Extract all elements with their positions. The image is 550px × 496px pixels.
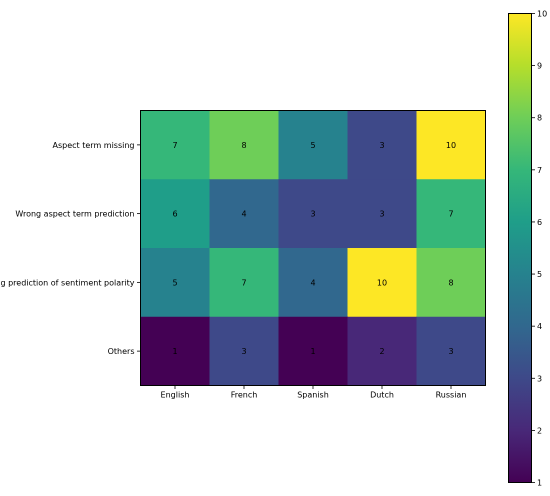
colorbar-tick-label: 3 [537,374,542,383]
cell-value-label: 10 [446,141,456,150]
cell-value-label: 8 [241,141,246,150]
colorbar-tick-label: 10 [537,10,547,19]
cell-value-label: 7 [241,278,246,287]
heatmap-cells: 7 8 5 3 10 6 4 3 3 7 5 7 4 10 8 1 3 1 2 3 [140,110,486,386]
heatmap-cell [209,179,279,249]
x-tick-label: French [231,391,258,400]
heatmap-cell [140,179,210,249]
heatmap-cell [416,316,486,386]
cell-value-label: 4 [310,278,315,287]
colorbar-tick-label: 7 [537,166,542,175]
heatmap-cell [278,179,348,249]
heatmap-cell [209,316,279,386]
heatmap-cell [416,110,486,180]
colorbar-tick-label: 9 [537,62,542,71]
heatmap-cell [278,110,348,180]
colorbar-tick-label: 2 [537,426,542,435]
cell-value-label: 1 [310,347,315,356]
cell-value-label: 5 [310,141,315,150]
x-axis-ticks: English French Spanish Dutch Russian [161,385,467,400]
cell-value-label: 10 [377,278,387,287]
cell-value-label: 3 [241,347,246,356]
cell-value-label: 7 [448,210,453,219]
colorbar-tick-label: 1 [537,479,542,488]
colorbar-tick-label: 5 [537,270,542,279]
y-tick-label: Others [108,347,135,356]
heatmap-cell [140,248,210,318]
cell-value-label: 3 [310,210,315,219]
heatmap-cell [347,316,417,386]
cell-value-label: 8 [448,278,453,287]
heatmap-cell [347,248,417,318]
heatmap-cell [278,316,348,386]
cell-value-label: 3 [379,141,384,150]
cell-value-label: 2 [379,347,384,356]
x-tick-label: Spanish [297,391,329,400]
heatmap-cell [140,110,210,180]
heatmap-cell [347,110,417,180]
y-tick-label: Wrong prediction of sentiment polarity [0,278,135,287]
colorbar [508,13,532,483]
x-tick-label: Dutch [370,391,394,400]
cell-value-label: 7 [172,141,177,150]
cell-value-label: 1 [172,347,177,356]
colorbar-tick-label: 8 [537,114,542,123]
heatmap-cell [209,110,279,180]
cell-value-label: 6 [172,210,177,219]
colorbar-tick-label: 4 [537,322,542,331]
cell-value-label: 5 [172,278,177,287]
x-tick-label: English [161,391,190,400]
cell-value-label: 4 [241,210,246,219]
heatmap-cell [416,248,486,318]
colorbar-ticks: 1 2 3 4 5 6 7 8 9 10 [531,10,547,488]
cell-value-label: 3 [448,347,453,356]
heatmap-cell [209,248,279,318]
colorbar-tick-label: 6 [537,218,542,227]
heatmap-cell [347,179,417,249]
heatmap-cell [416,179,486,249]
cell-value-label: 3 [379,210,384,219]
y-tick-label: Aspect term missing [53,141,135,150]
heatmap-cell [278,248,348,318]
heatmap-cell [140,316,210,386]
y-tick-label: Wrong aspect term prediction [15,210,134,219]
y-axis-ticks: Aspect term missing Wrong aspect term pre… [0,141,141,356]
x-tick-label: Russian [436,391,467,400]
